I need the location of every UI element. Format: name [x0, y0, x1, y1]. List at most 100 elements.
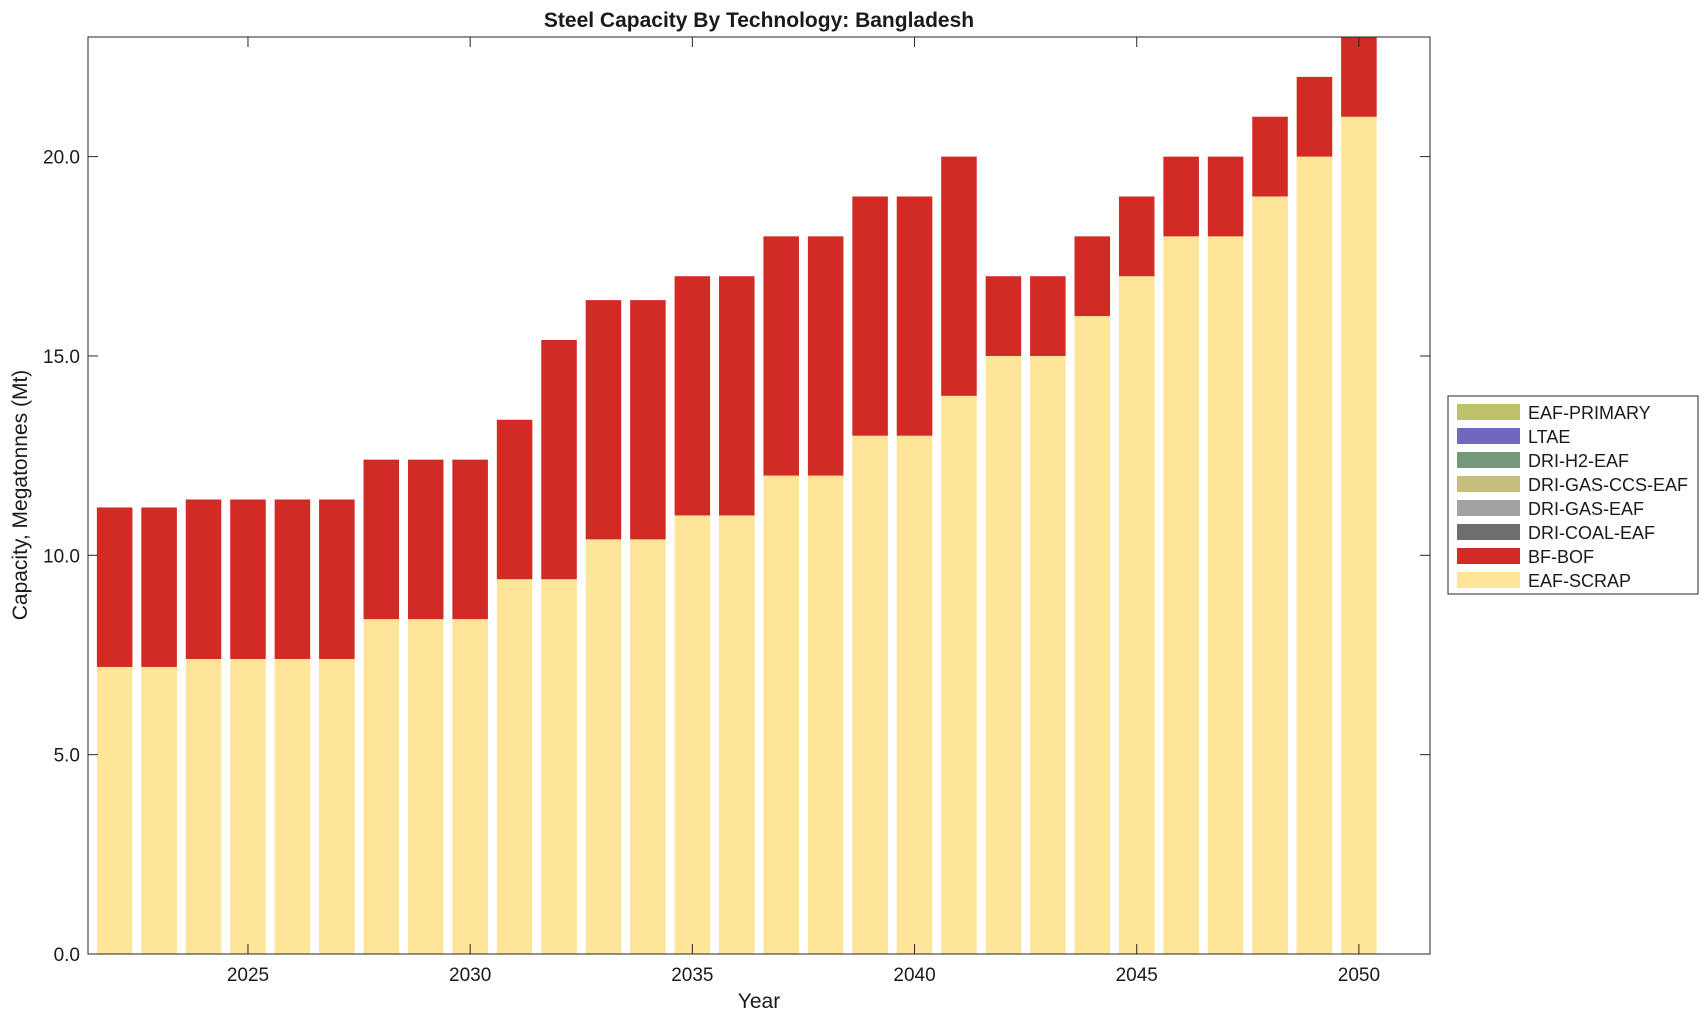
x-tick-label: 2040 — [893, 965, 935, 986]
legend-swatch — [1457, 476, 1520, 492]
legend-label: DRI-H2-EAF — [1528, 451, 1629, 471]
legend-item-eaf-scrap: EAF-SCRAP — [1457, 571, 1631, 591]
bar-eaf-scrap-2029 — [407, 619, 444, 954]
bar-bf-bof-2024 — [185, 499, 222, 659]
bar-bf-bof-2023 — [141, 507, 177, 667]
legend-item-bf-bof: BF-BOF — [1457, 547, 1594, 567]
y-tick-label: 0.0 — [54, 945, 80, 966]
bar-eaf-scrap-2039 — [852, 435, 888, 954]
legend-swatch — [1457, 428, 1520, 444]
legend: EAF-PRIMARY LTAE DRI-H2-EAF DRI-GAS-CCS-EAF… — [1447, 395, 1699, 595]
legend-item-ltae: LTAE — [1457, 427, 1570, 447]
x-axis-label: Year — [738, 990, 780, 1013]
bar-eaf-scrap-2046 — [1163, 236, 1199, 954]
legend-label: DRI-GAS-CCS-EAF — [1528, 475, 1688, 495]
y-axis-label: Capacity, Megatonnes (Mt) — [9, 370, 32, 621]
bar-bf-bof-2027 — [319, 499, 355, 659]
bars-layer — [96, 37, 1377, 954]
legend-item-dri-gas-ccs-eaf: DRI-GAS-CCS-EAF — [1457, 475, 1688, 495]
bar-bf-bof-2034 — [630, 300, 666, 540]
bar-bf-bof-2047 — [1207, 156, 1244, 237]
bar-eaf-scrap-2027 — [319, 658, 355, 954]
legend-swatch — [1457, 572, 1520, 588]
legend-label: DRI-GAS-EAF — [1528, 499, 1644, 519]
bar-bf-bof-2025 — [230, 499, 266, 659]
bar-bf-bof-2041 — [941, 156, 977, 396]
bar-bf-bof-2035 — [674, 276, 711, 516]
bar-eaf-scrap-2034 — [630, 539, 666, 954]
bar-bf-bof-2049 — [1296, 76, 1333, 157]
bar-bf-bof-2050 — [1341, 37, 1377, 117]
y-tick-label: 10.0 — [43, 546, 80, 567]
legend-swatch — [1457, 452, 1520, 468]
bar-bf-bof-2036 — [719, 276, 755, 516]
bar-bf-bof-2033 — [585, 300, 622, 540]
y-tick-label: 15.0 — [43, 347, 80, 368]
x-tick-label: 2050 — [1338, 965, 1380, 986]
bar-eaf-scrap-2041 — [941, 395, 977, 954]
bar-bf-bof-2028 — [363, 459, 400, 620]
y-tick-label: 20.0 — [43, 148, 80, 169]
bar-eaf-scrap-2024 — [185, 658, 222, 954]
bar-eaf-scrap-2033 — [585, 539, 622, 954]
axis-ticks: 0.0 5.0 10.0 15.0 20.0 2025 2030 2035 2040 2045 20… — [43, 37, 1430, 986]
bar-bf-bof-2046 — [1163, 156, 1199, 237]
chart-title: Steel Capacity By Technology: Bangladesh — [544, 9, 974, 32]
x-tick-label: 2030 — [449, 965, 491, 986]
bar-eaf-scrap-2035 — [674, 515, 711, 954]
bar-bf-bof-2040 — [896, 196, 933, 436]
bar-bf-bof-2026 — [274, 499, 311, 659]
bar-bf-bof-2044 — [1074, 236, 1111, 317]
legend-swatch — [1457, 500, 1520, 516]
bar-bf-bof-2030 — [452, 459, 488, 620]
bar-eaf-scrap-2028 — [363, 619, 400, 954]
legend-item-dri-coal-eaf: DRI-COAL-EAF — [1457, 523, 1655, 543]
bar-bf-bof-2037 — [763, 236, 799, 476]
y-tick-label: 5.0 — [54, 746, 80, 767]
legend-label: LTAE — [1528, 427, 1570, 447]
bar-bf-bof-2031 — [496, 419, 533, 580]
bar-eaf-scrap-2025 — [230, 658, 266, 954]
legend-swatch — [1457, 524, 1520, 540]
bar-eaf-scrap-2047 — [1207, 236, 1244, 954]
legend-label: DRI-COAL-EAF — [1528, 523, 1655, 543]
bar-bf-bof-2039 — [852, 196, 888, 436]
bar-eaf-scrap-2049 — [1296, 156, 1333, 954]
bar-eaf-scrap-2032 — [541, 579, 577, 954]
bar-eaf-scrap-2022 — [96, 666, 133, 954]
legend-item-eaf-primary: EAF-PRIMARY — [1457, 403, 1651, 423]
bar-bf-bof-2043 — [1030, 276, 1066, 356]
legend-label: BF-BOF — [1528, 547, 1594, 567]
bar-bf-bof-2038 — [807, 236, 844, 476]
bar-eaf-scrap-2042 — [985, 355, 1022, 954]
bar-eaf-scrap-2023 — [141, 666, 177, 954]
legend-item-dri-gas-eaf: DRI-GAS-EAF — [1457, 499, 1644, 519]
bar-bf-bof-2032 — [541, 340, 577, 580]
bar-eaf-scrap-2031 — [496, 579, 533, 954]
bar-eaf-scrap-2044 — [1074, 316, 1111, 954]
bar-bf-bof-2048 — [1252, 116, 1288, 197]
bar-bf-bof-2045 — [1118, 196, 1155, 277]
x-tick-label: 2045 — [1116, 965, 1158, 986]
bar-eaf-scrap-2036 — [719, 515, 755, 954]
bar-eaf-scrap-2048 — [1252, 196, 1288, 954]
x-tick-label: 2035 — [671, 965, 713, 986]
bar-bf-bof-2029 — [407, 459, 444, 620]
legend-swatch — [1457, 548, 1520, 564]
plot-area-frame — [87, 36, 1431, 955]
legend-swatch — [1457, 404, 1520, 420]
bar-eaf-scrap-2043 — [1030, 355, 1066, 954]
bar-eaf-scrap-2037 — [763, 475, 799, 954]
bar-eaf-scrap-2038 — [807, 475, 844, 954]
legend-label: EAF-SCRAP — [1528, 571, 1631, 591]
bar-eaf-scrap-2040 — [896, 435, 933, 954]
bar-eaf-scrap-2030 — [452, 619, 488, 954]
x-tick-label: 2025 — [227, 965, 269, 986]
bar-eaf-scrap-2045 — [1118, 276, 1155, 954]
bar-bf-bof-2022 — [96, 507, 133, 667]
legend-label: EAF-PRIMARY — [1528, 403, 1651, 423]
bar-eaf-scrap-2026 — [274, 658, 311, 954]
bar-eaf-scrap-2050 — [1341, 116, 1377, 954]
